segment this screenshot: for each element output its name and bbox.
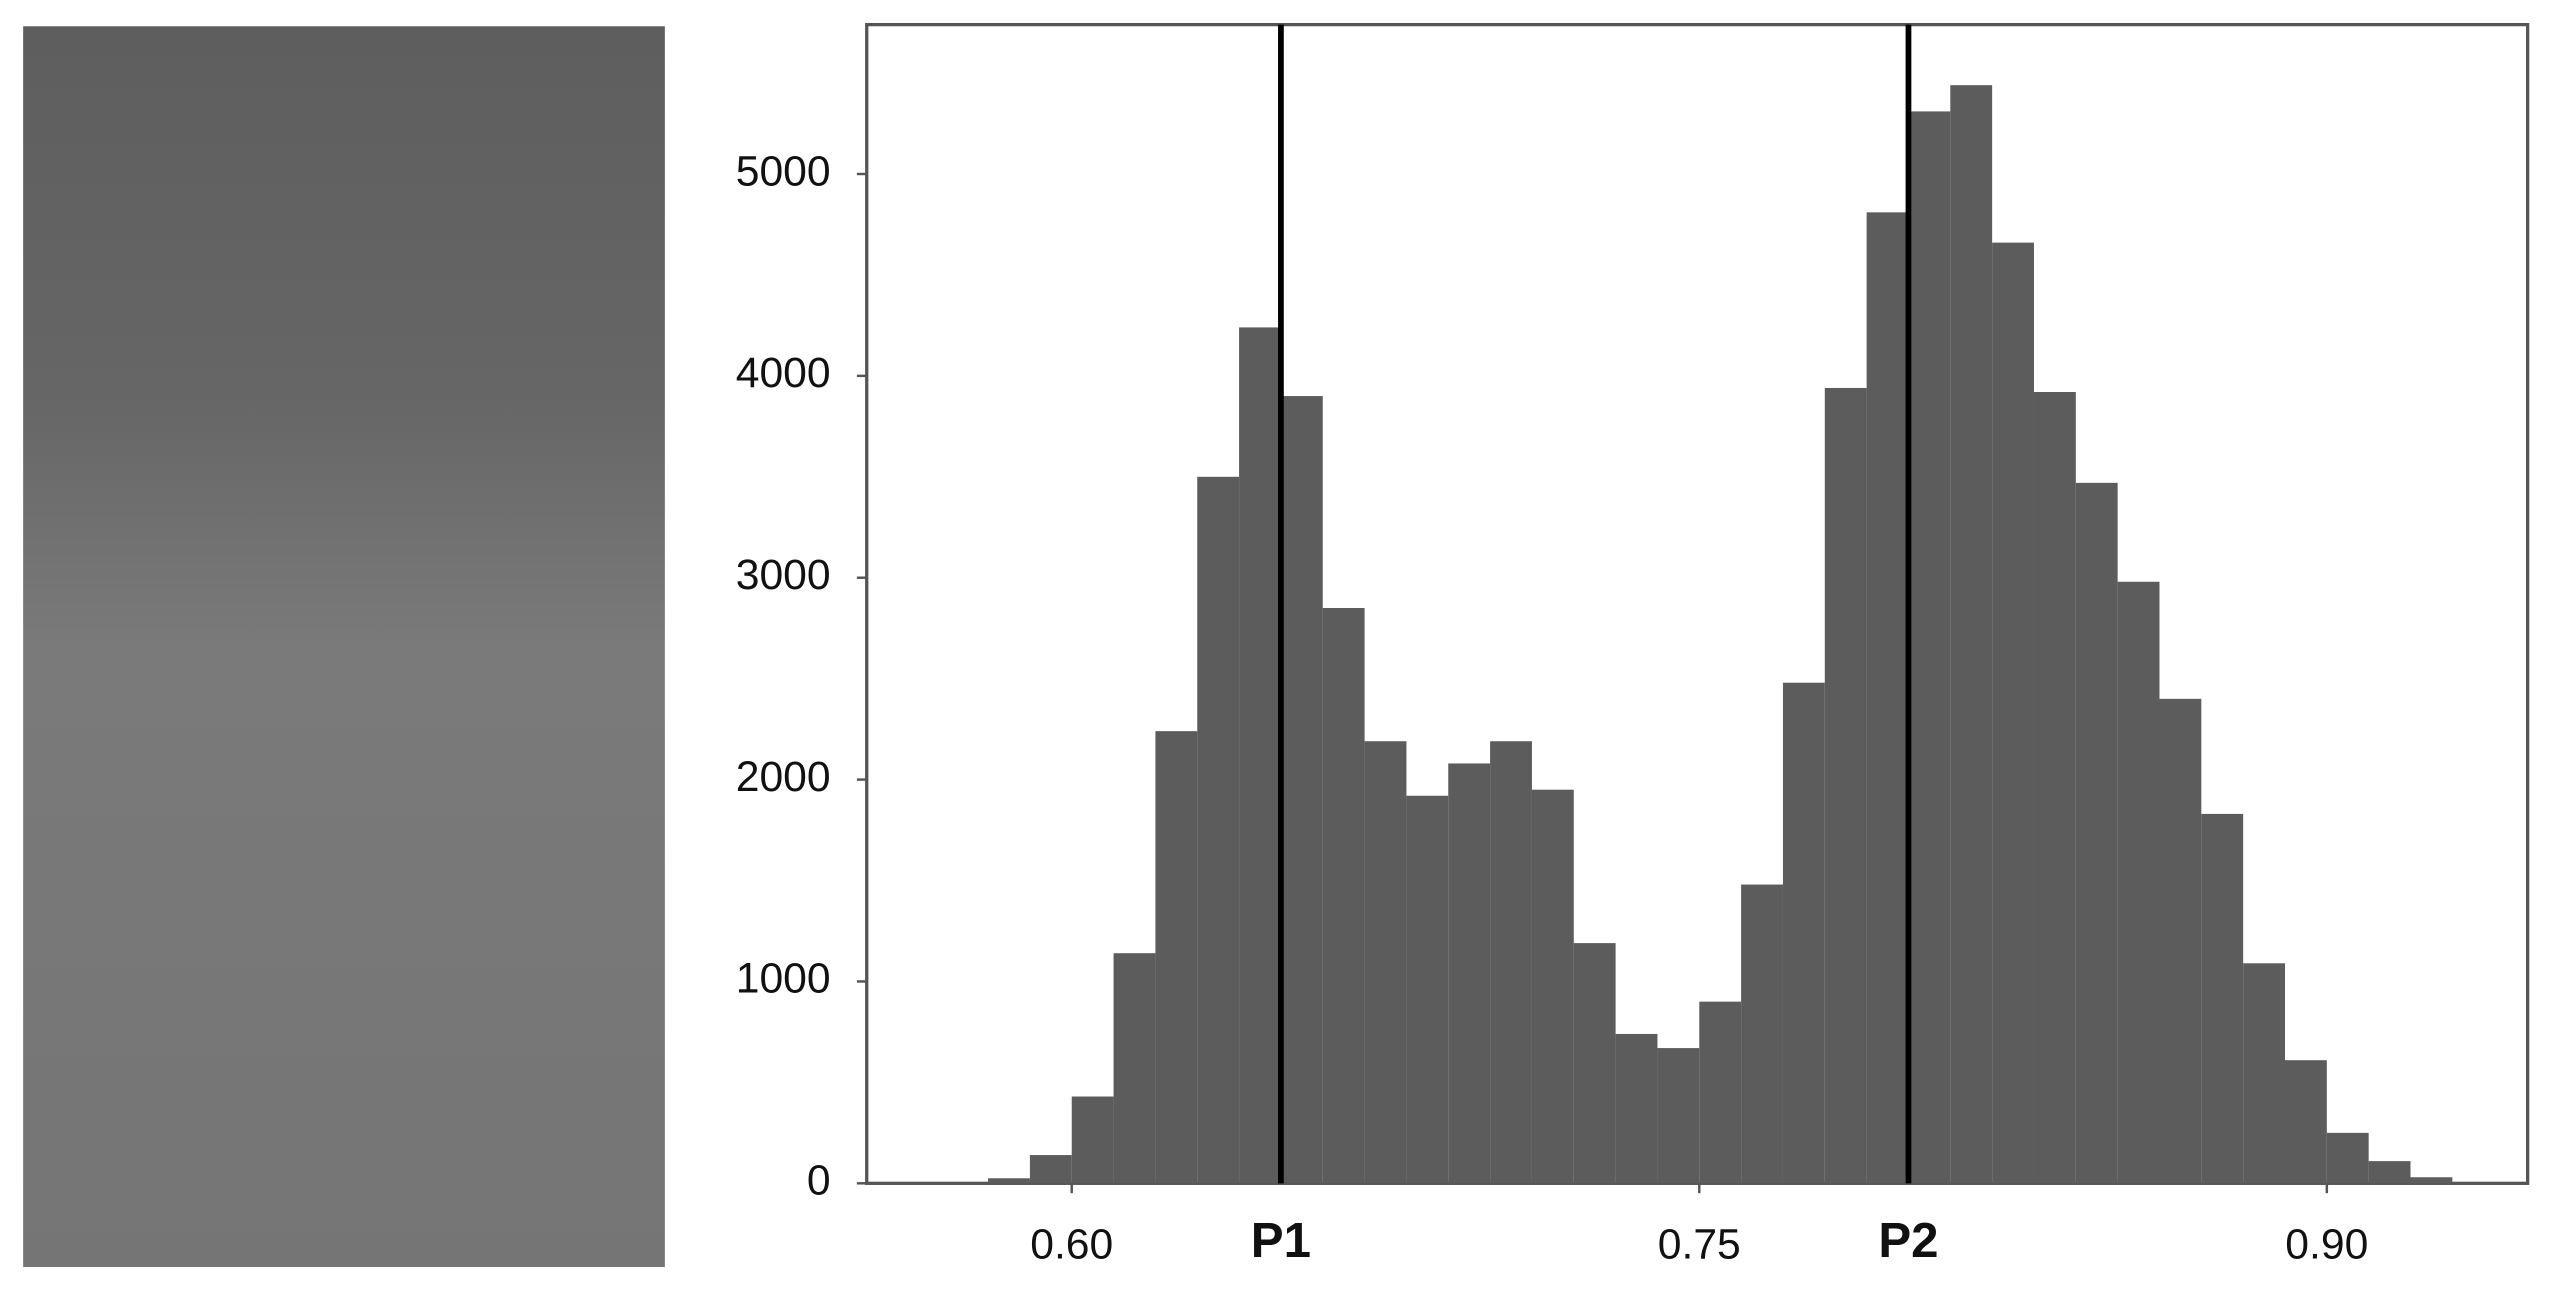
bar — [1782, 682, 1825, 1184]
bar — [1197, 476, 1240, 1184]
x-tick-label: 0.75 — [1658, 1221, 1741, 1269]
bar — [1699, 1001, 1742, 1184]
bar — [1615, 1033, 1658, 1184]
bar — [1406, 795, 1449, 1184]
bar — [2368, 1161, 2411, 1184]
bar — [1322, 608, 1365, 1184]
y-tick-label: 2000 — [736, 753, 831, 801]
bar — [2243, 963, 2285, 1184]
bar — [1155, 731, 1198, 1184]
y-tick-label: 3000 — [736, 551, 831, 599]
bar — [1113, 953, 1156, 1184]
bar — [1866, 212, 1909, 1184]
bar — [1573, 943, 1616, 1184]
bar — [1741, 884, 1783, 1184]
bar — [1239, 327, 1281, 1184]
bar — [2033, 392, 2076, 1184]
y-tick-label: 1000 — [736, 955, 831, 1003]
bar — [2326, 1132, 2369, 1184]
bar — [1029, 1155, 1072, 1184]
sample-image — [23, 26, 665, 1268]
x-tick-label: 0.90 — [2285, 1221, 2368, 1269]
bar — [1280, 396, 1323, 1184]
bar — [2117, 581, 2160, 1184]
bar — [1364, 741, 1407, 1184]
bar — [1950, 85, 1993, 1184]
bar — [1448, 763, 1491, 1184]
bar — [2284, 1060, 2327, 1184]
x-tick-label: 0.60 — [1030, 1221, 1113, 1269]
bar — [2201, 813, 2244, 1184]
bar — [1908, 111, 1951, 1184]
bar — [1992, 242, 2034, 1184]
bar — [1531, 789, 1574, 1184]
bar — [1824, 387, 1867, 1184]
bar — [1657, 1048, 1700, 1184]
bar — [2410, 1177, 2453, 1184]
marker-label: P2 — [1878, 1213, 1938, 1268]
bar — [2159, 698, 2202, 1184]
y-tick-label: 5000 — [736, 147, 831, 195]
bar — [2075, 482, 2118, 1184]
marker-label: P1 — [1251, 1213, 1311, 1268]
bar — [988, 1178, 1030, 1184]
bar — [1490, 741, 1532, 1184]
y-tick-label: 4000 — [736, 349, 831, 397]
y-tick-label: 0 — [807, 1157, 831, 1205]
bar — [1071, 1096, 1114, 1184]
